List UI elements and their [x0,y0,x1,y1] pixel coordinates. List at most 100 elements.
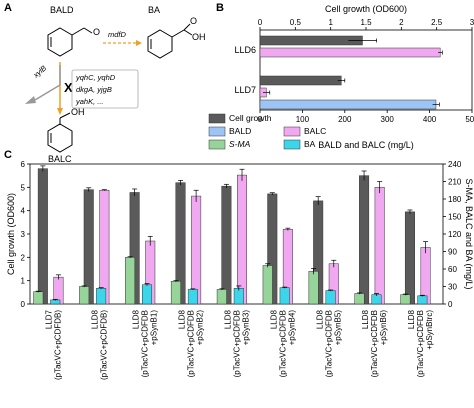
balc-hydroxyl-group: OH [71,107,85,117]
knockout-gene-box [71,69,139,109]
chart-c-bar [142,284,153,305]
xylb-gene-label: xylB [31,64,48,81]
chart-b-bar [259,75,342,86]
legend-entry-label: Cell growth [229,113,272,123]
chart-b-top-tick-label: 3 [470,18,474,27]
bald-structure [47,27,93,57]
knockout-mark: X [64,80,73,95]
balc-structure [47,112,73,153]
chart-b-bottom-tick-label: 300 [381,115,395,124]
legend-swatch [208,139,226,150]
legend-swatch [208,113,226,124]
chart-b-top-tick-label: 0 [258,18,263,27]
chart-c-right-tick-label: 120 [448,230,462,239]
chart-c-category-label: LLD8(pTacVC+pCDFDB+pSynB6) [361,309,388,377]
chart-b-top-tick-label: 1.5 [360,18,372,27]
chart-c-bar [308,271,319,305]
legend: Cell growth BALD BALC S-MA BA [208,113,326,150]
chart-c-bar [33,291,44,305]
ba-molecule-label: BA [148,5,160,15]
pathway-diagram: BALD BA O mdfD O OH [25,5,206,164]
chart-c-bar [37,168,48,305]
chart-c-bar [400,294,411,305]
ba-hydroxyl-group: OH [192,32,206,42]
chart-c-bar [262,265,273,305]
chart-b-top-axis-label: Cell growth (OD600) [325,4,407,14]
chart-c-right-tick-label: 30 [448,283,457,292]
panel-a-label: A [4,2,12,14]
legend-swatch [283,126,301,137]
chart-c-right-tick-label: 90 [448,248,457,257]
chart-c-left-tick-label: 5 [21,183,26,192]
chart-c-bar [50,299,61,305]
ba-oxygen-atom: O [190,16,197,26]
chart-c-bar [325,290,336,305]
chart-c-bar [354,293,365,305]
bald-oxygen-atom: O [93,27,100,37]
chart-b-bottom-tick-label: 400 [423,115,437,124]
chart-c-left-tick-label: 2 [21,253,26,262]
chart-c-left-tick-label: 6 [21,160,26,169]
chart-b-bar [259,47,441,58]
chart-c-category-label: LLD8(pTacVC+pCDFDB+pSynB2) [178,309,205,377]
chart-b-category-label: LLD6 [234,45,256,55]
chart-c-bar [371,294,382,305]
legend-entry-label: BA [304,139,316,149]
chart-c-category-label: LLD8(pTacVC+pCDFDB) [90,309,108,380]
chart-b: Cell growth (OD600) BALD and BALC (mg/L)… [234,4,474,150]
chart-c: Cell growth (OD600) S-MA, BALC and BA (m… [6,160,474,380]
chart-c-left-tick-label: 3 [21,230,26,239]
chart-c-right-tick-label: 210 [448,178,462,187]
chart-c-right-tick-label: 150 [448,213,462,222]
mdfd-gene-label: mdfD [108,30,127,39]
chart-c-right-tick-label: 60 [448,265,457,274]
legend-entry-label: S-MA [229,139,251,149]
chart-c-category-label: LLD8(pTacVC+pCDFDB+pSynB1) [132,309,159,377]
reduction-arrows [25,62,63,115]
chart-c-bar [221,185,232,305]
chart-b-top-tick-label: 1 [328,18,333,27]
chart-c-bar [99,190,110,305]
chart-c-bar [374,187,385,305]
chart-c-bar [191,195,202,305]
chart-c-category-label: LLD7(pTacVC+pCDFDB) [44,309,62,380]
chart-c-bar [187,289,198,305]
chart-c-right-tick-label: 180 [448,195,462,204]
legend-entry-label: BALC [304,126,326,136]
chart-c-category-label: LLD8(pTacVC+pCDFDB+pSynB4) [269,309,296,377]
chart-b-bottom-tick-label: 500 [465,115,474,124]
chart-b-bottom-tick-label: 200 [338,115,352,124]
chart-c-right-axis-label: S-MA, BALC and BA (mg/L) [464,178,474,289]
chart-c-right-tick-label: 0 [448,300,453,309]
chart-b-top-tick-label: 2.5 [431,18,443,27]
chart-c-left-tick-label: 4 [21,207,26,216]
knockout-genes-line1: yqhC, yqhD [75,73,116,82]
balc-molecule-label: BALC [48,154,72,164]
legend-swatch [283,139,301,150]
chart-b-bar [259,35,363,46]
chart-c-category-label: LLD8(pTacVC+pCDFDB+pSynB5) [315,309,342,377]
legend-entry-label: BALD [229,126,251,136]
chart-b-top-tick-label: 0.5 [290,18,302,27]
chart-c-bar [125,257,136,305]
chart-b-bottom-tick-label: 100 [296,115,310,124]
chart-c-bar [359,175,370,305]
chart-c-bar [170,281,181,305]
chart-c-bar [216,289,227,305]
ba-structure [147,23,193,59]
chart-c-category-label: LLD8(pTacVC+pCDFDB+pSynB3) [224,309,251,377]
panel-c-label: C [4,149,12,161]
chart-b-category-label: LLD7 [234,85,256,95]
chart-c-left-tick-label: 0 [21,300,26,309]
chart-c-left-tick-label: 1 [21,277,26,286]
chart-c-category-label: LLD8(pTacVC+pCDFDB+pSynBtrc) [407,309,434,377]
chart-b-top-tick-label: 2 [399,18,404,27]
chart-c-bar [279,287,290,305]
chart-b-bottom-tick-label: 0 [258,115,263,124]
chart-c-bar [233,288,244,305]
knockout-genes-line3: yahK, ... [75,97,104,106]
chart-c-bar [96,288,107,305]
chart-c-bar [237,174,248,305]
panel-b-label: B [216,2,224,14]
